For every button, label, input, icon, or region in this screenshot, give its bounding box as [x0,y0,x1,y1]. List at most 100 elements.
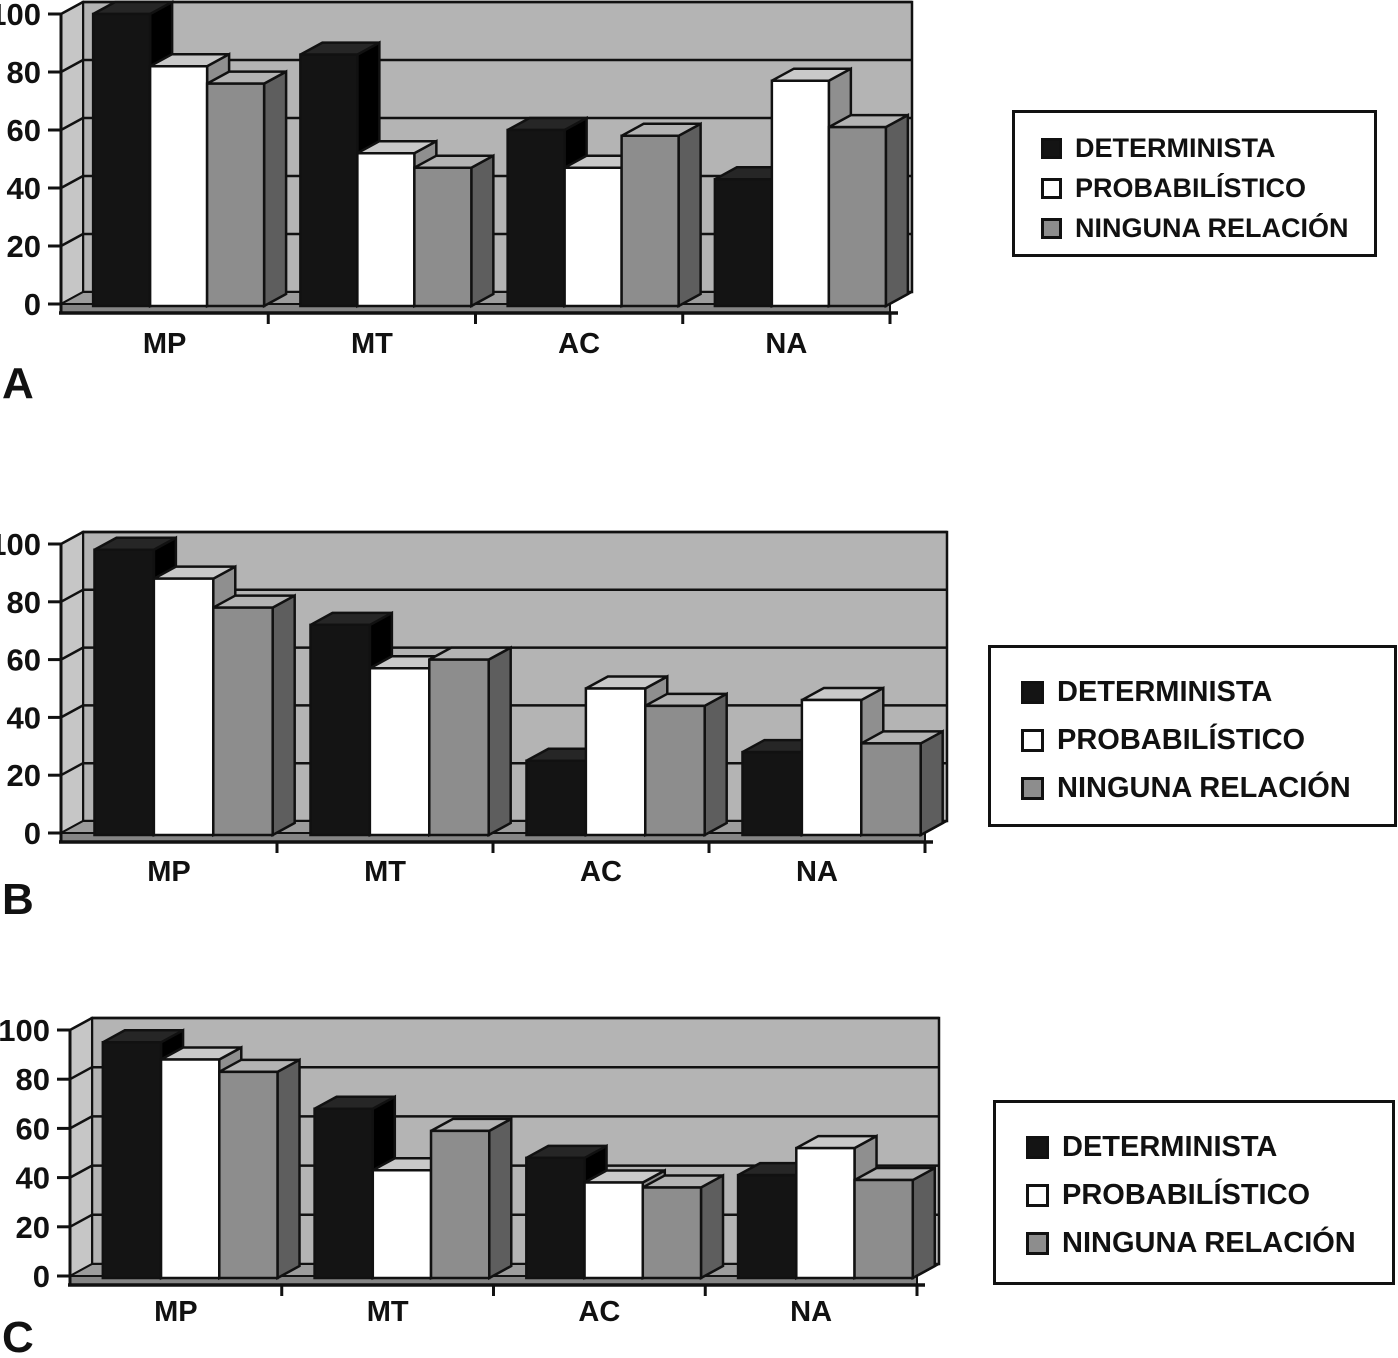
bar-side [262,69,288,309]
bar-side [703,691,728,838]
left-wall-gridline [60,762,84,777]
y-tick-label: 100 [0,527,41,562]
bar-side [271,593,296,838]
bar [148,64,209,308]
y-tick-label: 60 [7,113,41,148]
plot-left-wall [60,530,84,835]
black-swatch-icon [1026,1135,1049,1159]
bar [620,134,680,308]
bar [860,742,922,837]
bar [795,1146,856,1280]
x-category-label: MT [367,1296,409,1328]
bar [313,1107,375,1280]
legend-label: NINGUNA RELACIÓN [1057,771,1351,804]
bar [525,759,588,837]
white-swatch-icon [1021,728,1044,752]
bar-side [488,1116,513,1281]
bar [736,1173,798,1280]
bar-side [470,153,495,309]
gray-swatch-icon [1041,217,1062,239]
legend-item-determinista: DETERMINISTA [1041,128,1374,168]
x-category-label: AC [580,856,622,888]
bar [525,1156,586,1280]
left-wall-gridline [69,1066,93,1081]
left-wall-gridline [60,58,84,74]
x-category-label: AC [578,1296,620,1328]
bar [827,125,888,308]
bar [159,1058,221,1280]
legend-label: DETERMINISTA [1057,675,1273,708]
left-wall-gridline [60,116,84,132]
left-wall-gridline [60,232,84,248]
bar [563,166,623,308]
bar [428,658,490,837]
black-swatch-icon [1041,137,1062,159]
y-tick-label: 20 [7,229,41,264]
bar [218,1070,279,1280]
gray-swatch-icon [1026,1231,1049,1255]
y-tick-label: 80 [7,55,41,90]
y-tick-label: 0 [24,816,41,851]
legend-label: NINGUNA RELACIÓN [1075,212,1349,243]
bar-side [919,729,944,838]
x-category-label: NA [796,856,838,888]
bar [91,12,152,308]
legend-label: PROBABILÍSTICO [1062,1178,1311,1211]
x-category-label: MP [154,1296,198,1328]
y-tick-label: 0 [33,1259,50,1294]
bar [205,82,266,308]
bar [93,548,156,837]
plot-left-wall [69,1016,93,1278]
legend-item-ninguna-relacion: NINGUNA RELACIÓN [1041,208,1374,248]
x-category-label: AC [558,328,600,360]
y-tick-label: 60 [7,643,41,678]
bar [853,1178,915,1280]
panel-letter-c: C [2,1313,34,1358]
x-category-label: NA [765,328,807,360]
bar [299,53,359,308]
legend-item-probabilistico: PROBABILÍSTICO [1021,716,1394,764]
bar [583,1181,645,1280]
left-wall-gridline [60,588,84,603]
bar [356,151,416,308]
legend-label: PROBABILÍSTICO [1057,723,1306,756]
bar [644,704,706,837]
left-wall-gridline [69,1164,93,1179]
bar [101,1041,163,1280]
left-wall-gridline [60,530,84,546]
panel-letter-a: A [2,359,34,408]
legend-label: DETERMINISTA [1062,1130,1278,1163]
left-wall-gridline [60,174,84,190]
legend-item-determinista: DETERMINISTA [1026,1123,1392,1171]
left-wall-gridline [60,0,84,16]
legend-item-determinista: DETERMINISTA [1021,668,1394,716]
x-category-label: MT [351,328,393,360]
legend-label: PROBABILÍSTICO [1075,172,1307,203]
legend-label: DETERMINISTA [1075,132,1276,163]
bar-side [276,1057,301,1281]
y-tick-label: 60 [16,1111,50,1146]
y-tick-label: 100 [0,0,41,32]
bar [506,128,566,308]
bar-side [884,112,910,309]
white-swatch-icon [1041,177,1062,199]
x-category-label: MP [143,328,187,360]
bar [413,166,473,308]
legend-item-ninguna-relacion: NINGUNA RELACIÓN [1021,764,1394,812]
panel-letter-b: B [2,875,34,924]
left-wall-gridline [60,704,84,719]
bar [641,1186,703,1280]
legend-chart-b: DETERMINISTA PROBABILÍSTICO NINGUNA RELA… [988,645,1397,827]
black-swatch-icon [1021,680,1044,704]
legend-item-probabilistico: PROBABILÍSTICO [1041,168,1374,208]
y-tick-label: 20 [16,1210,50,1245]
y-tick-label: 40 [7,700,41,735]
bar-side [677,121,702,309]
bar [152,577,215,837]
bar-side [699,1173,725,1281]
y-tick-label: 100 [0,1013,50,1048]
bar-side [487,645,512,838]
left-wall-gridline [69,1213,93,1228]
bar-side [911,1165,937,1281]
